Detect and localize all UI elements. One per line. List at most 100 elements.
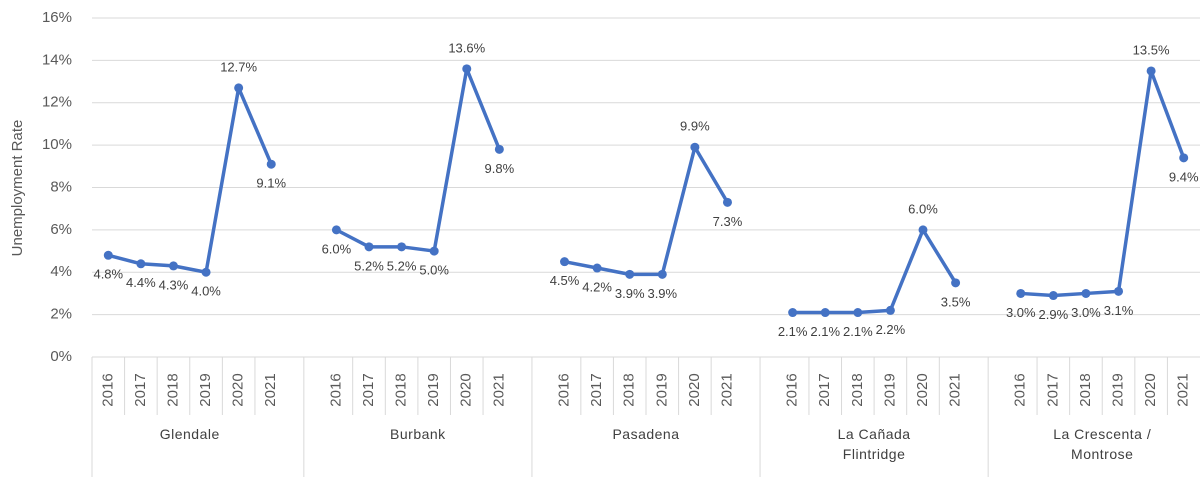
x-tick-label: 2018 bbox=[621, 373, 638, 406]
y-tick-label: 4% bbox=[50, 263, 72, 280]
x-tick-label: 2021 bbox=[1175, 373, 1192, 406]
x-tick-label: 2019 bbox=[425, 373, 442, 406]
point bbox=[1114, 286, 1124, 296]
data-label: 4.8% bbox=[93, 267, 123, 282]
data-label: 13.5% bbox=[1133, 42, 1170, 57]
group-label: Pasadena bbox=[612, 426, 680, 442]
x-tick-label: 2018 bbox=[849, 373, 866, 406]
point bbox=[1048, 291, 1058, 301]
data-label: 3.0% bbox=[1006, 305, 1036, 320]
data-label: 9.4% bbox=[1169, 169, 1199, 184]
data-label: 4.4% bbox=[126, 275, 156, 290]
x-tick-label: 2020 bbox=[686, 373, 703, 406]
data-label: 9.1% bbox=[256, 176, 286, 191]
x-tick-label: 2021 bbox=[947, 373, 964, 406]
y-tick-label: 2% bbox=[50, 306, 72, 323]
data-label: 3.9% bbox=[615, 286, 645, 301]
point bbox=[722, 197, 732, 207]
point bbox=[429, 246, 439, 256]
x-tick-label: 2017 bbox=[1044, 373, 1061, 406]
data-label: 6.0% bbox=[908, 201, 938, 216]
group-label: Burbank bbox=[390, 426, 446, 442]
data-label: 4.5% bbox=[550, 273, 580, 288]
data-label: 6.0% bbox=[322, 241, 352, 256]
data-label: 2.1% bbox=[843, 324, 873, 339]
x-tick-label: 2018 bbox=[1077, 373, 1094, 406]
data-label: 2.2% bbox=[876, 322, 906, 337]
data-label: 3.9% bbox=[647, 286, 677, 301]
x-tick-label: 2020 bbox=[914, 373, 931, 406]
data-label: 4.2% bbox=[582, 279, 612, 294]
x-tick-label: 2017 bbox=[360, 373, 377, 406]
point bbox=[168, 261, 178, 271]
point bbox=[690, 142, 700, 152]
line bbox=[107, 86, 273, 274]
point bbox=[201, 267, 211, 277]
x-tick-label: 2019 bbox=[1109, 373, 1126, 406]
point bbox=[820, 308, 830, 318]
data-label: 4.3% bbox=[159, 277, 189, 292]
x-tick-label: 2018 bbox=[393, 373, 410, 406]
x-tick-label: 2019 bbox=[881, 373, 898, 406]
x-tick-label: 2016 bbox=[1012, 373, 1029, 406]
data-label: 2.9% bbox=[1039, 307, 1069, 322]
data-label: 5.2% bbox=[387, 258, 417, 273]
point bbox=[364, 242, 374, 252]
data-label: 7.3% bbox=[713, 214, 743, 229]
y-tick-label: 8% bbox=[50, 178, 72, 195]
line bbox=[564, 145, 729, 277]
point bbox=[397, 242, 407, 252]
data-label: 9.9% bbox=[680, 119, 710, 134]
data-label: 3.5% bbox=[941, 294, 971, 309]
data-label: 2.1% bbox=[810, 324, 840, 339]
point bbox=[103, 250, 113, 260]
x-tick-label: 2018 bbox=[164, 373, 181, 406]
group-label: Glendale bbox=[159, 426, 220, 442]
line bbox=[1020, 69, 1186, 298]
x-tick-label: 2017 bbox=[816, 373, 833, 406]
data-label: 4.0% bbox=[191, 284, 221, 299]
point bbox=[592, 263, 602, 273]
y-axis-label: Unemployment Rate bbox=[9, 120, 26, 257]
y-tick-label: 10% bbox=[42, 136, 72, 153]
x-tick-label: 2016 bbox=[784, 373, 801, 406]
point bbox=[266, 159, 276, 169]
data-label: 5.2% bbox=[354, 258, 384, 273]
data-label: 2.1% bbox=[778, 324, 808, 339]
point bbox=[1146, 66, 1156, 76]
data-label: 3.1% bbox=[1104, 303, 1134, 318]
point bbox=[331, 225, 341, 235]
x-tick-label: 2017 bbox=[588, 373, 605, 406]
point bbox=[1179, 153, 1189, 163]
x-tick-label: 2019 bbox=[653, 373, 670, 406]
point bbox=[853, 308, 863, 318]
data-label: 13.6% bbox=[448, 40, 485, 55]
point bbox=[234, 83, 244, 93]
y-tick-label: 6% bbox=[50, 221, 72, 238]
y-tick-label: 0% bbox=[50, 348, 72, 365]
x-tick-label: 2019 bbox=[197, 373, 214, 406]
y-tick-label: 16% bbox=[42, 9, 72, 26]
x-tick-label: 2020 bbox=[458, 373, 475, 406]
point bbox=[657, 269, 667, 279]
point bbox=[788, 308, 798, 318]
point bbox=[1081, 288, 1091, 298]
y-tick-label: 14% bbox=[42, 51, 72, 68]
x-tick-label: 2016 bbox=[555, 373, 572, 406]
x-tick-label: 2020 bbox=[1142, 373, 1159, 406]
data-label: 12.7% bbox=[220, 59, 257, 74]
point bbox=[136, 259, 146, 269]
group-label: La Cañada Flintridge bbox=[837, 426, 911, 462]
data-label: 3.0% bbox=[1071, 305, 1101, 320]
y-tick-label: 12% bbox=[42, 94, 72, 111]
line bbox=[335, 67, 501, 253]
point bbox=[885, 305, 895, 315]
group-label: La Crescenta / Montrose bbox=[1053, 426, 1152, 462]
data-label: 9.8% bbox=[485, 161, 515, 176]
point bbox=[462, 64, 472, 74]
point bbox=[951, 278, 961, 288]
x-tick-label: 2017 bbox=[132, 373, 149, 406]
line bbox=[792, 228, 958, 315]
data-label: 5.0% bbox=[419, 263, 449, 278]
